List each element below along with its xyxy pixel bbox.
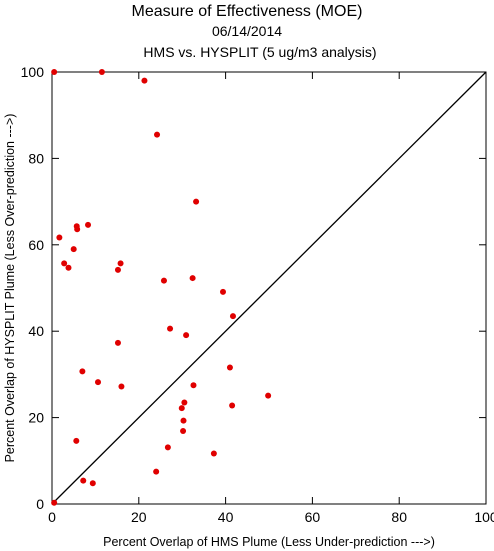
data-point xyxy=(190,382,197,389)
x-tick-label: 0 xyxy=(48,509,56,525)
y-tick-label: 20 xyxy=(28,410,44,426)
x-tick-label: 20 xyxy=(131,509,147,525)
data-point xyxy=(189,275,196,282)
data-point xyxy=(79,368,86,375)
data-point xyxy=(73,437,80,444)
data-point xyxy=(65,264,72,271)
y-axis-label: Percent Overlap of HYSPLIT Plume (Less O… xyxy=(3,114,17,463)
data-point xyxy=(229,402,236,409)
data-point xyxy=(80,477,87,484)
data-point xyxy=(181,399,188,406)
x-tick-label: 60 xyxy=(305,509,321,525)
data-point xyxy=(160,277,167,284)
y-tick-label: 0 xyxy=(36,496,44,512)
data-point xyxy=(153,468,160,475)
data-point xyxy=(74,226,81,233)
data-point xyxy=(229,313,236,320)
data-point xyxy=(118,383,125,390)
data-point xyxy=(51,69,58,75)
data-point xyxy=(95,379,102,386)
data-point xyxy=(61,260,68,267)
x-tick-label: 40 xyxy=(218,509,234,525)
data-point xyxy=(180,427,187,434)
plot-frame xyxy=(51,71,487,505)
x-tick-label: 100 xyxy=(474,509,494,525)
chart-subtitle-date: 06/14/2014 xyxy=(212,23,282,39)
data-point xyxy=(56,234,63,241)
data-points xyxy=(51,69,272,506)
data-point xyxy=(85,221,92,228)
chart-title: Measure of Effectiveness (MOE) xyxy=(132,3,363,20)
data-point xyxy=(219,288,226,295)
data-point xyxy=(226,364,233,371)
chart-subtitle-analysis: HMS vs. HYSPLIT (5 ug/m3 analysis) xyxy=(143,44,376,60)
data-point xyxy=(178,405,185,412)
data-point xyxy=(70,246,77,253)
data-point xyxy=(114,339,121,346)
data-point xyxy=(117,260,124,267)
data-point xyxy=(210,450,217,457)
data-point xyxy=(167,325,174,332)
y-tick-label: 40 xyxy=(28,323,44,339)
data-point xyxy=(114,266,121,273)
data-point xyxy=(193,198,200,205)
data-point xyxy=(141,77,148,84)
diagonal-reference-line xyxy=(51,71,487,505)
data-point xyxy=(180,417,187,424)
x-axis-label: Percent Overlap of HMS Plume (Less Under… xyxy=(103,535,435,549)
y-tick-label: 100 xyxy=(21,64,45,80)
data-point xyxy=(98,69,105,75)
data-point xyxy=(89,480,96,487)
data-point xyxy=(164,444,171,451)
axis-ticks: 0 20 40 60 80 100 0 20 40 60 80 100 xyxy=(21,64,494,525)
x-tick-label: 80 xyxy=(391,509,407,525)
data-point xyxy=(154,131,161,138)
data-point xyxy=(183,332,190,339)
data-point xyxy=(265,392,272,399)
y-tick-label: 80 xyxy=(28,150,44,166)
data-point xyxy=(51,499,58,506)
y-tick-label: 60 xyxy=(28,237,44,253)
